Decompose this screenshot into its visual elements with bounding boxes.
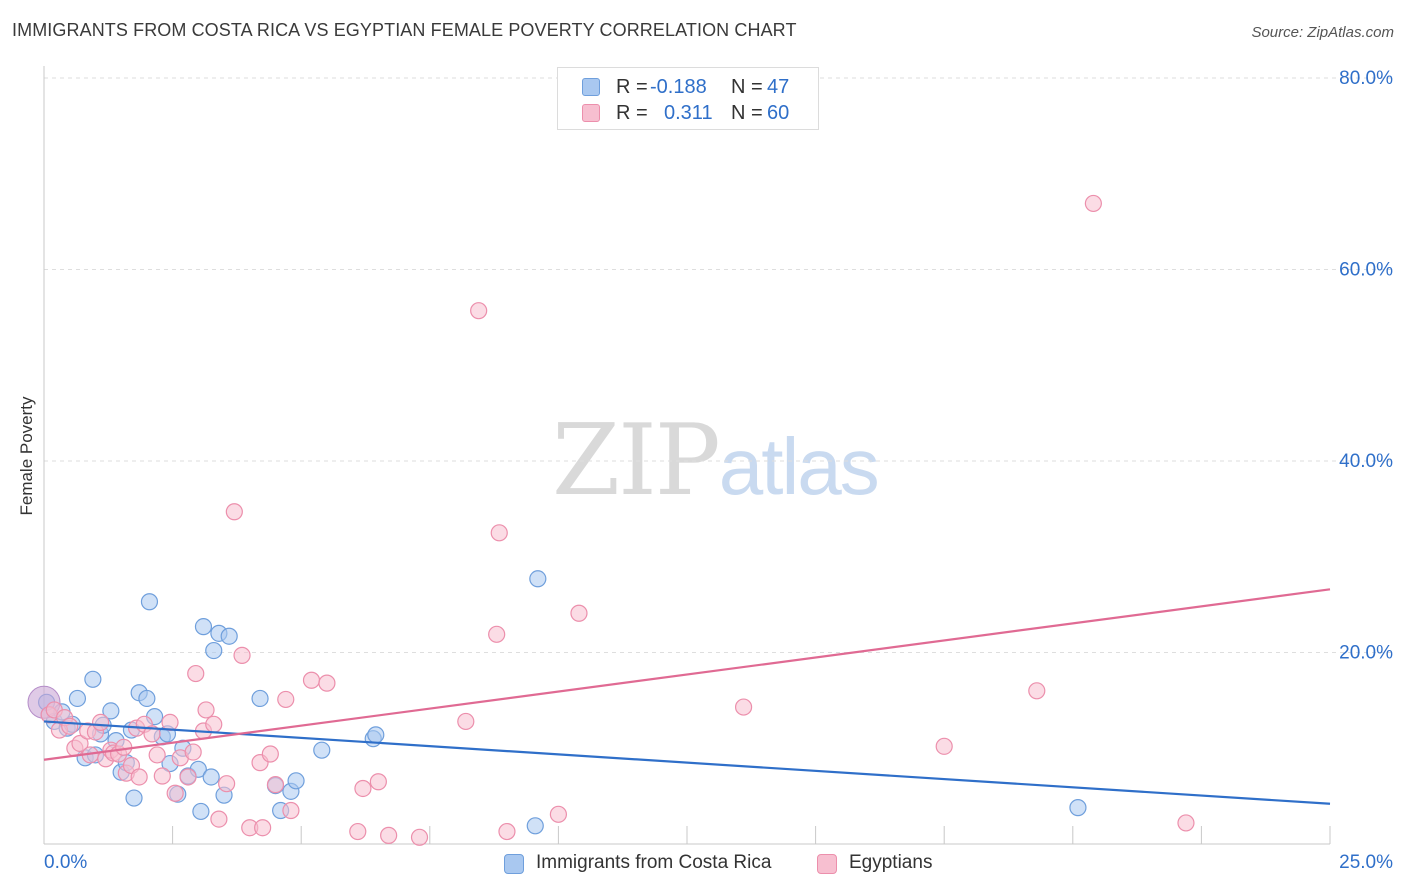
data-point xyxy=(140,593,159,611)
data-point xyxy=(187,664,205,683)
x-tick-label-max: 25.0% xyxy=(1339,852,1393,873)
data-point xyxy=(84,670,102,688)
data-point xyxy=(71,734,89,753)
data-point xyxy=(61,717,79,735)
y-tick-label: 40.0% xyxy=(1339,451,1393,472)
data-point xyxy=(210,810,228,828)
data-point xyxy=(490,524,508,542)
data-point xyxy=(68,689,87,708)
data-point xyxy=(254,819,272,837)
data-point xyxy=(1028,682,1046,700)
data-point xyxy=(202,768,220,786)
grid-layer xyxy=(44,77,1392,653)
y-tick-labels: 20.0% 40.0% 60.0% 80.0% xyxy=(1339,68,1393,664)
data-point xyxy=(194,618,213,636)
data-point xyxy=(570,604,588,622)
data-point xyxy=(734,698,753,716)
n-label: N = xyxy=(731,76,763,98)
chart-title: IMMIGRANTS FROM COSTA RICA VS EGYPTIAN F… xyxy=(12,20,797,40)
data-point xyxy=(225,503,243,521)
legend-swatch-pink xyxy=(817,854,837,874)
data-point xyxy=(266,776,285,794)
data-point xyxy=(318,674,336,692)
y-tick-label: 20.0% xyxy=(1339,643,1393,664)
legend-swatch-pink xyxy=(582,104,600,122)
y-tick-label: 60.0% xyxy=(1339,260,1393,281)
data-point xyxy=(549,805,568,823)
trend-line xyxy=(43,720,1331,805)
data-point xyxy=(220,627,238,645)
legend-label-egyptians: Egyptians xyxy=(849,852,933,873)
data-point xyxy=(354,779,372,798)
correlation-legend: R = -0.188 N = 47 R = 0.311 N = 60 xyxy=(557,67,819,130)
data-point xyxy=(380,826,398,844)
data-point xyxy=(1177,814,1195,832)
data-point xyxy=(148,746,166,764)
n-value: 60 xyxy=(767,102,790,124)
data-point xyxy=(282,801,300,820)
data-point xyxy=(287,772,305,790)
data-point xyxy=(1069,799,1087,817)
data-point xyxy=(138,689,156,708)
data-point xyxy=(526,817,544,835)
data-point xyxy=(935,737,953,755)
r-label: R = xyxy=(616,102,648,124)
n-value: 47 xyxy=(767,76,790,98)
data-point xyxy=(410,828,429,846)
trend-lines xyxy=(43,588,1331,805)
axes-layer xyxy=(43,66,1331,845)
data-point xyxy=(205,641,223,660)
legend-swatch-blue xyxy=(504,854,524,874)
data-point xyxy=(161,713,179,731)
data-point xyxy=(369,773,387,791)
data-point xyxy=(488,625,506,643)
legend-label-costa-rica: Immigrants from Costa Rica xyxy=(536,852,772,873)
data-point xyxy=(91,713,110,731)
trend-line xyxy=(43,588,1331,761)
data-point xyxy=(197,701,215,719)
data-point xyxy=(313,741,331,759)
data-point xyxy=(251,689,269,708)
legend-swatch-blue xyxy=(582,78,600,96)
watermark-atlas: atlas xyxy=(718,422,880,511)
x-tick-label-min: 0.0% xyxy=(44,852,88,873)
n-label: N = xyxy=(731,102,763,124)
data-point xyxy=(179,768,197,786)
data-point xyxy=(184,743,202,761)
data-point xyxy=(302,671,321,689)
data-point xyxy=(143,725,161,743)
r-label: R = xyxy=(616,76,648,98)
data-point xyxy=(261,745,279,763)
data-point xyxy=(1084,194,1102,213)
data-point xyxy=(205,715,223,733)
source-credit: Source: ZipAtlas.com xyxy=(1251,24,1394,41)
data-point xyxy=(153,767,171,785)
r-value: 0.311 xyxy=(664,102,713,124)
data-point xyxy=(529,570,547,588)
data-point xyxy=(218,775,236,793)
data-point xyxy=(102,702,120,720)
data-point xyxy=(166,784,184,802)
legend-item-egyptians: Egyptians xyxy=(817,852,932,874)
data-point xyxy=(349,822,367,841)
y-tick-label: 80.0% xyxy=(1339,68,1393,89)
data-point xyxy=(125,789,143,807)
data-point xyxy=(130,768,148,786)
data-point xyxy=(367,726,385,744)
data-point xyxy=(457,712,475,731)
data-point xyxy=(115,738,133,756)
data-point xyxy=(192,802,210,821)
data-point xyxy=(498,822,516,841)
data-point xyxy=(470,302,488,320)
data-point xyxy=(233,646,251,664)
r-value: -0.188 xyxy=(650,76,707,98)
series-costa-rica xyxy=(27,570,1087,835)
series-egyptians xyxy=(40,194,1195,846)
legend-item-costa-rica: Immigrants from Costa Rica xyxy=(504,852,771,874)
data-point xyxy=(277,690,295,709)
